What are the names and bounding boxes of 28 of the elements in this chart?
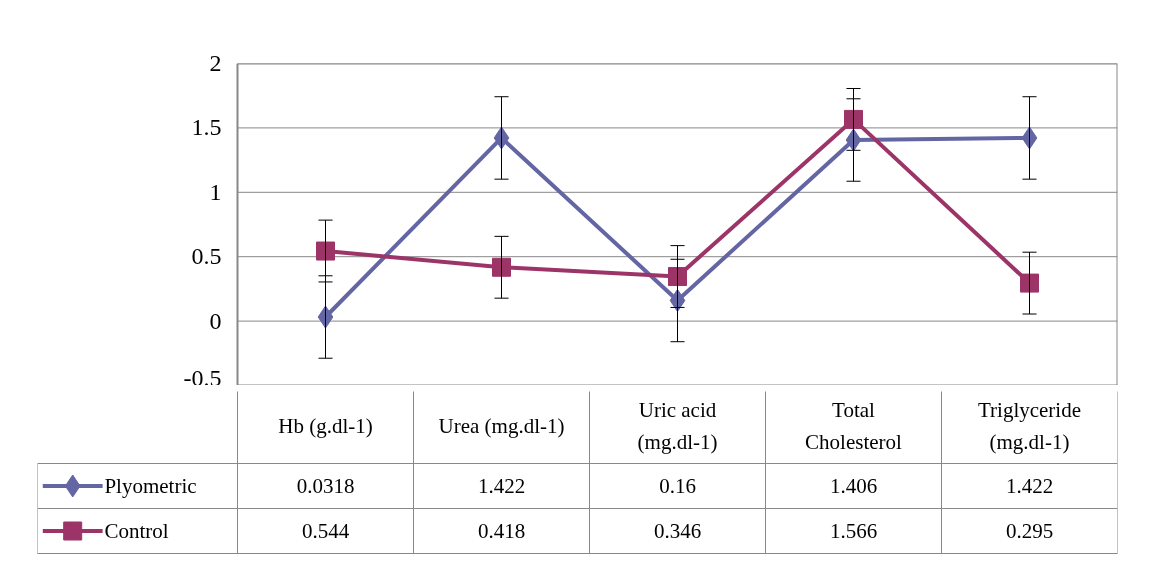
point	[668, 267, 687, 287]
data-label: 0.16	[659, 474, 696, 498]
y-tick-label: -0.5	[183, 364, 222, 391]
point	[316, 241, 335, 261]
x-tick-label: Hb (g.dl-1)	[278, 414, 373, 438]
x-tick-label: Urea (mg.dl-1)	[438, 414, 565, 438]
data-label: 1.406	[829, 474, 878, 498]
data-label: 0.418	[477, 519, 526, 543]
point	[1020, 273, 1039, 293]
y-tick-label: 1	[209, 178, 222, 205]
data-label: 0.544	[301, 519, 350, 543]
data-label: 1.422	[477, 474, 526, 498]
x-tick-label: Total Cholesterol	[805, 398, 903, 454]
legend-label: Plyometric	[104, 474, 197, 498]
y-tick-label: 1.5	[191, 114, 222, 141]
data-label: 1.566	[829, 519, 878, 543]
point	[844, 109, 863, 129]
data-label: 1.422	[1005, 474, 1054, 498]
point	[492, 257, 511, 277]
data-label: 0.346	[653, 519, 702, 543]
y-tick-label: 2	[209, 50, 222, 76]
x-tick-label: Uric acid (mg.dl-1)	[637, 398, 718, 454]
x-tick-label: Triglyceride (mg.dl-1)	[977, 398, 1082, 454]
y-tick-label: 0	[209, 307, 222, 334]
legend-label: Control	[104, 519, 169, 543]
data-label: 0.0318	[296, 474, 355, 498]
data-label: 0.295	[1005, 519, 1054, 543]
y-tick-label: 0.5	[191, 243, 222, 270]
